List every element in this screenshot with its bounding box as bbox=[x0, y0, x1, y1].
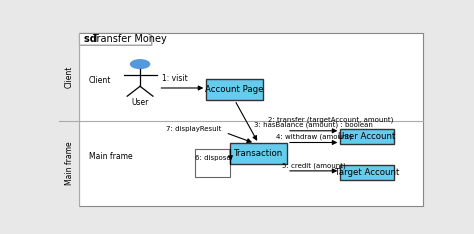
Bar bbox=[340, 129, 393, 144]
Text: Account Page: Account Page bbox=[205, 85, 264, 94]
Text: Main frame: Main frame bbox=[89, 152, 132, 161]
Bar bbox=[59, 33, 80, 206]
Text: 3: hasBalance (amount) : boolean: 3: hasBalance (amount) : boolean bbox=[254, 122, 373, 128]
Text: Client: Client bbox=[89, 76, 111, 85]
Text: 4: withdraw (amount): 4: withdraw (amount) bbox=[276, 134, 352, 140]
Text: Transfer Money: Transfer Money bbox=[92, 34, 167, 44]
Text: Client: Client bbox=[65, 66, 74, 88]
Bar bbox=[206, 79, 263, 100]
Text: 1: visit: 1: visit bbox=[162, 74, 188, 84]
Text: 5: credit (amount): 5: credit (amount) bbox=[282, 162, 346, 169]
Bar bbox=[340, 165, 393, 180]
Text: User: User bbox=[131, 98, 149, 107]
Text: 7: displayResult: 7: displayResult bbox=[166, 126, 222, 132]
Text: Transaction: Transaction bbox=[234, 149, 283, 158]
Text: 2: transfer (targetAccount, amount): 2: transfer (targetAccount, amount) bbox=[268, 117, 393, 123]
Text: sd: sd bbox=[84, 34, 100, 44]
Polygon shape bbox=[80, 33, 152, 45]
Bar bbox=[230, 143, 287, 164]
Circle shape bbox=[130, 59, 150, 69]
Text: Target Account: Target Account bbox=[335, 168, 399, 177]
Text: 6: dispose: 6: dispose bbox=[195, 154, 230, 161]
Text: Main frame: Main frame bbox=[65, 142, 74, 186]
Bar bbox=[195, 149, 230, 177]
Text: User Account: User Account bbox=[338, 132, 396, 141]
